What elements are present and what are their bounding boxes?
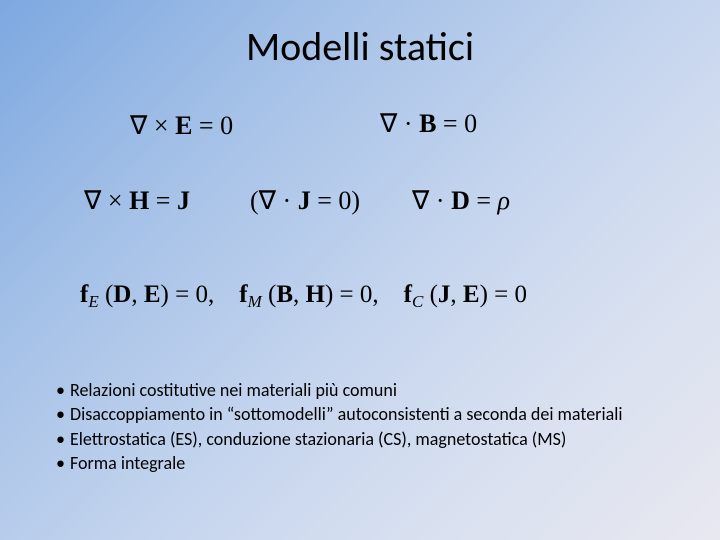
bullet-item: Disaccoppiamento in “sottomodelli” autoc… <box>56 402 622 426</box>
bullet-item: Relazioni costitutive nei materiali più … <box>56 378 622 402</box>
eq-div-j: (∇ · J = 0) <box>250 186 360 216</box>
eq-constitutive: fE (D, E) = 0, fM (B, H) = 0, fC (J, E) … <box>80 281 527 312</box>
bullet-item: Forma integrale <box>56 451 622 475</box>
bullet-item: Elettrostatica (ES), conduzione staziona… <box>56 427 622 451</box>
eq-div-b: ∇ · B = 0 <box>380 109 477 139</box>
eq-div-d: ∇ · D = ρ <box>412 186 510 216</box>
eq-curl-e: ∇ × E = 0 <box>130 111 233 141</box>
slide-title: Modelli statici <box>0 0 720 71</box>
eq-curl-h: ∇ × H = J <box>84 186 190 216</box>
bullet-list: Relazioni costitutive nei materiali più … <box>56 378 622 475</box>
equations-region: ∇ × E = 0 ∇ · B = 0 ∇ × H = J (∇ · J = 0… <box>0 71 720 351</box>
